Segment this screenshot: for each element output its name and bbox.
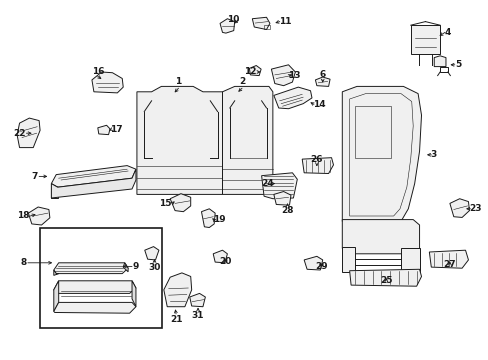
Polygon shape: [349, 269, 421, 286]
Text: 14: 14: [312, 100, 325, 109]
Text: 23: 23: [468, 204, 481, 213]
Text: 21: 21: [169, 315, 182, 324]
Polygon shape: [271, 65, 295, 86]
Polygon shape: [261, 173, 297, 199]
Text: 27: 27: [443, 260, 455, 269]
Text: 31: 31: [191, 311, 204, 320]
Text: 17: 17: [110, 125, 122, 134]
Polygon shape: [315, 77, 329, 86]
Polygon shape: [252, 17, 269, 30]
Polygon shape: [428, 250, 468, 268]
Polygon shape: [144, 247, 159, 260]
Polygon shape: [51, 184, 58, 198]
Polygon shape: [51, 166, 136, 187]
Text: 30: 30: [148, 263, 161, 272]
Polygon shape: [163, 273, 191, 307]
Polygon shape: [342, 86, 421, 221]
Text: 24: 24: [261, 179, 273, 188]
Polygon shape: [123, 263, 128, 272]
Text: 7: 7: [32, 172, 38, 181]
Polygon shape: [433, 56, 445, 67]
Polygon shape: [273, 87, 311, 109]
Polygon shape: [400, 248, 419, 272]
Text: 8: 8: [20, 258, 27, 267]
Bar: [40, 228, 162, 328]
Text: 29: 29: [315, 262, 327, 271]
Text: 26: 26: [310, 155, 323, 164]
Polygon shape: [132, 281, 136, 307]
Polygon shape: [54, 270, 59, 275]
Text: 18: 18: [17, 211, 29, 220]
Text: 10: 10: [227, 15, 239, 24]
Polygon shape: [189, 293, 205, 307]
Text: 28: 28: [281, 206, 293, 215]
Polygon shape: [17, 118, 40, 148]
Polygon shape: [220, 19, 234, 33]
Polygon shape: [201, 209, 215, 228]
Polygon shape: [51, 169, 136, 198]
Text: 20: 20: [218, 256, 231, 265]
Text: 1: 1: [175, 77, 181, 86]
Text: 3: 3: [429, 150, 436, 159]
Polygon shape: [302, 158, 333, 174]
Text: 22: 22: [13, 129, 25, 138]
Polygon shape: [98, 125, 110, 135]
Text: 16: 16: [91, 67, 104, 76]
Text: 25: 25: [379, 276, 392, 285]
Text: 11: 11: [278, 17, 291, 26]
Polygon shape: [54, 263, 128, 274]
Polygon shape: [137, 86, 222, 194]
Polygon shape: [170, 194, 190, 212]
Text: 4: 4: [444, 28, 450, 37]
Polygon shape: [304, 256, 322, 270]
Polygon shape: [273, 192, 290, 205]
Text: 19: 19: [212, 215, 225, 224]
Text: 6: 6: [319, 70, 325, 79]
Text: 12: 12: [244, 68, 256, 77]
Polygon shape: [54, 302, 136, 313]
Polygon shape: [92, 72, 123, 93]
Polygon shape: [28, 207, 50, 225]
Polygon shape: [54, 281, 136, 293]
Polygon shape: [342, 247, 354, 272]
Polygon shape: [410, 25, 439, 54]
Text: 9: 9: [132, 262, 138, 271]
Polygon shape: [213, 250, 227, 263]
Text: 5: 5: [454, 60, 460, 69]
Polygon shape: [54, 281, 59, 311]
Text: 15: 15: [158, 199, 171, 208]
Polygon shape: [222, 86, 272, 194]
Text: 2: 2: [239, 77, 244, 86]
Polygon shape: [342, 220, 419, 254]
Polygon shape: [449, 199, 468, 217]
Text: 13: 13: [288, 71, 301, 80]
Polygon shape: [249, 66, 261, 76]
